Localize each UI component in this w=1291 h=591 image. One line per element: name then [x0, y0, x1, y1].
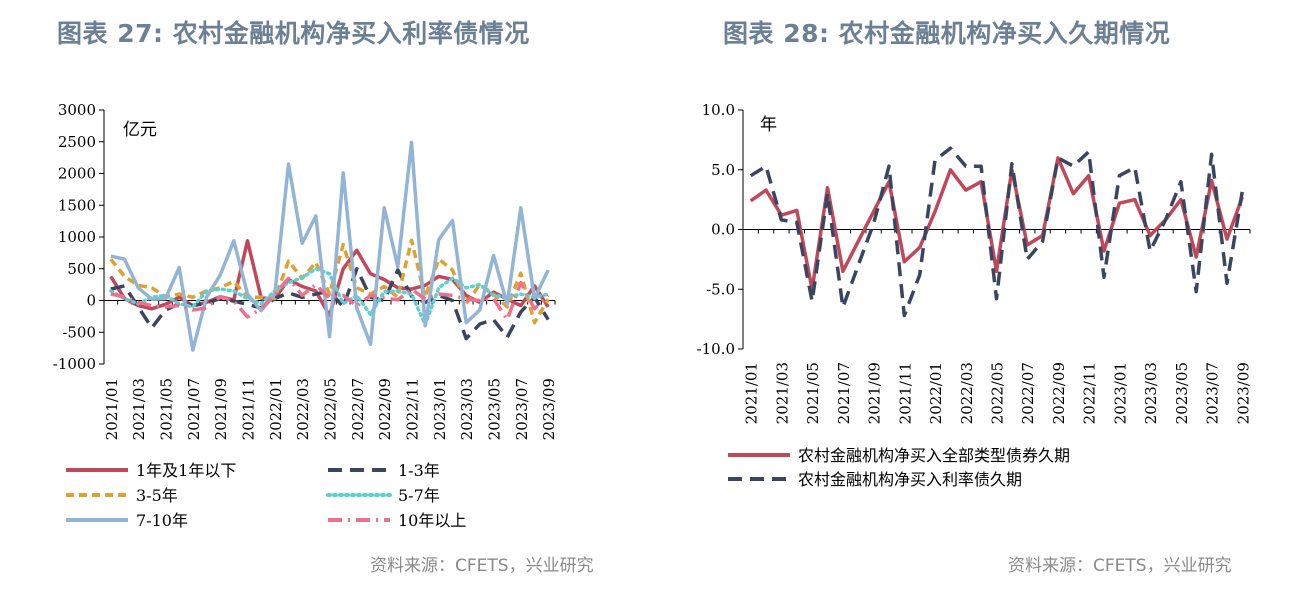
left-chart-source: 资料来源：CFETS，兴业研究	[370, 556, 594, 576]
x-tick-label: 2022/03	[294, 378, 312, 440]
x-tick-label: 2021/03	[773, 362, 791, 424]
x-tick-label: 2022/09	[376, 378, 394, 440]
series-line-1	[110, 267, 550, 341]
y-tick-label: 0.0	[711, 221, 735, 239]
x-tick-label: 2023/07	[1204, 362, 1222, 424]
y-tick-label: 2000	[58, 165, 96, 183]
x-tick-label: 2022/01	[267, 378, 285, 440]
x-tick-label: 2023/09	[1234, 362, 1252, 424]
legend-label-0: 1年及1年以下	[136, 461, 236, 480]
x-tick-label: 2023/09	[540, 378, 558, 440]
y-tick-label: 5.0	[711, 161, 735, 179]
right-chart-source: 资料来源：CFETS，兴业研究	[1008, 556, 1232, 576]
x-tick-label: 2022/09	[1050, 362, 1068, 424]
series-line-1	[749, 146, 1245, 318]
x-tick-label: 2022/07	[349, 378, 367, 440]
net-purchase-amount-chart: 3000 2500 2000 1500 1000 500 0 -500 -1000 2021/01…	[53, 101, 558, 530]
x-tick-label: 2022/11	[404, 378, 422, 440]
y-tick-label: -1000	[53, 355, 96, 373]
x-tick-label: 2023/05	[486, 378, 504, 440]
y-tick-label: 0	[86, 292, 96, 310]
x-tick-label: 2022/05	[322, 378, 340, 440]
y-tick-label: 3000	[58, 101, 96, 119]
y-tick-label: -5.0	[706, 280, 735, 298]
x-tick-label: 2023/05	[1173, 362, 1191, 424]
x-tick-label: 2021/07	[835, 362, 853, 424]
right-chart-title: 图表 28: 农村金融机构净买入久期情况	[723, 19, 1171, 48]
y-tick-label: 10.0	[702, 101, 735, 119]
x-tick-label: 2021/11	[240, 378, 258, 440]
y-tick-label: 500	[67, 260, 96, 278]
legend-label-3: 5-7年	[398, 486, 440, 505]
x-tick-label: 2021/09	[866, 362, 884, 424]
unit-label: 年	[760, 115, 777, 135]
legend-label-0: 农村金融机构净买入全部类型债券久期	[798, 446, 1070, 465]
x-tick-label: 2021/05	[158, 378, 176, 440]
series-line-5	[110, 276, 550, 322]
legend-label-1: 农村金融机构净买入利率债久期	[798, 470, 1022, 489]
series-line-2	[109, 238, 550, 325]
x-tick-label: 2021/01	[103, 378, 121, 440]
x-tick-label: 2022/07	[1019, 362, 1037, 424]
y-tick-label: 1000	[58, 228, 96, 246]
x-tick-label: 2021/01	[743, 362, 761, 424]
x-tick-label: 2023/07	[513, 378, 531, 440]
series-line-0	[749, 156, 1244, 292]
y-tick-label: 1500	[58, 196, 96, 214]
x-tick-label: 2022/01	[927, 362, 945, 424]
x-tick-label: 2023/03	[1142, 362, 1160, 424]
x-tick-label: 2021/11	[896, 362, 914, 424]
x-tick-label: 2021/05	[804, 362, 822, 424]
x-tick-label: 2023/03	[458, 378, 476, 440]
x-tick-label: 2023/01	[1111, 362, 1129, 424]
x-tick-label: 2023/01	[431, 378, 449, 440]
x-tick-label: 2022/03	[958, 362, 976, 424]
x-tick-label: 2021/09	[212, 378, 230, 440]
legend-label-5: 10年以上	[398, 511, 466, 530]
left-chart-title: 图表 27: 农村金融机构净买入利率债情况	[57, 19, 530, 48]
x-tick-label: 2021/03	[130, 378, 148, 440]
y-tick-label: -500	[62, 323, 96, 341]
legend-label-2: 3-5年	[136, 486, 178, 505]
y-tick-label: 2500	[58, 133, 96, 151]
series-line-4	[110, 140, 550, 352]
unit-label: 亿元	[123, 120, 157, 140]
legend-label-4: 7-10年	[136, 511, 188, 530]
y-tick-label: -10.0	[697, 340, 735, 358]
x-tick-label: 2021/07	[185, 378, 203, 440]
legend-label-1: 1-3年	[398, 461, 440, 480]
x-tick-label: 2022/05	[989, 362, 1007, 424]
x-tick-label: 2022/11	[1081, 362, 1099, 424]
